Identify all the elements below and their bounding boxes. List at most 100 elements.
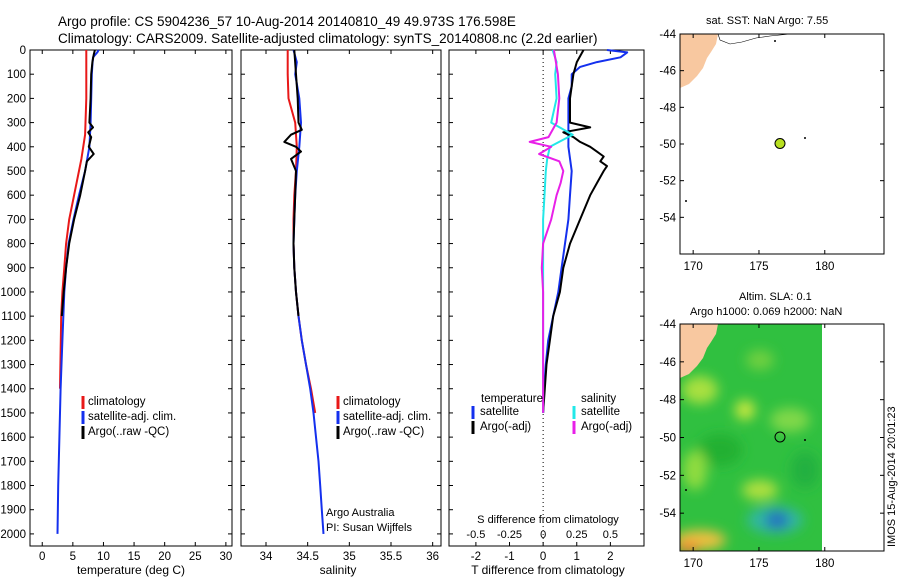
temperature-xlabel: temperature (deg C) xyxy=(77,563,185,577)
island-dot xyxy=(804,439,806,441)
legend-climatology-label: climatology xyxy=(343,396,401,408)
y-tick-label: 700 xyxy=(7,214,26,226)
map-y-tick-label: -44 xyxy=(659,319,676,331)
y-tick-label: 1000 xyxy=(0,287,26,299)
y-tick-label: 800 xyxy=(7,239,26,251)
series-line xyxy=(59,50,88,389)
sst-map-title: sat. SST: NaN Argo: 7.55 xyxy=(706,15,828,27)
sla-map-ticks: -44 -46 -48 -50 -52 -54 170 175 180 xyxy=(659,319,884,570)
sla-heatmap-field xyxy=(680,324,822,551)
x-tick-label: 10 xyxy=(97,551,110,563)
map-x-tick-label: 170 xyxy=(684,558,703,570)
map-y-tick-label: -48 xyxy=(659,395,676,407)
difference-x-ticks: -2 -1 0 1 2 xyxy=(449,49,644,563)
map-y-tick-label: -52 xyxy=(659,470,676,482)
legend-temperature-title: temperature xyxy=(481,393,543,405)
argo-profile-marker xyxy=(774,431,786,443)
x-tick-label: 1 xyxy=(574,551,580,563)
salinity-panel-frame xyxy=(240,49,442,547)
map-x-tick-label: 180 xyxy=(815,261,834,273)
argo-profile-marker xyxy=(774,138,786,150)
legend-climatology-label: climatology xyxy=(88,396,146,408)
salinity-x-ticks: 34 34.5 35 35.5 36 xyxy=(241,49,441,563)
legend-t-satellite-label: satellite xyxy=(480,406,519,418)
nz-coastline-land xyxy=(680,324,718,378)
sla-map-title-line2: Argo h1000: 0.069 h2000: NaN xyxy=(690,306,842,318)
salinity-xlabel: salinity xyxy=(320,563,357,577)
y-tick-label: 100 xyxy=(7,69,26,81)
series-line xyxy=(528,49,565,413)
map-y-tick-label: -46 xyxy=(659,66,676,78)
sst-map-panel: sat. SST: NaN Argo: 7.55 -44 -46 -48 -50 -52… xyxy=(659,15,885,273)
x-tick-label: 15 xyxy=(128,551,141,563)
legend-satellite-label: satellite-adj. clim. xyxy=(88,411,176,423)
series-line xyxy=(60,49,96,317)
salinity-legend: climatology satellite-adj. clim. Argo(..… xyxy=(336,396,431,439)
x-tick-label: 2 xyxy=(607,551,613,563)
x-tick-label: 0 xyxy=(540,551,546,563)
sla-map-panel: Altim. SLA: 0.1 Argo h1000: 0.069 h2000:… xyxy=(659,291,885,570)
y-tick-label: 1900 xyxy=(0,505,26,517)
y-tick-label: 500 xyxy=(7,166,26,178)
salinity-profile-lines xyxy=(283,49,325,534)
difference-panel: -2 -1 0 1 2 -0.5 -0.25 0 0.25 0.5 S difference f… xyxy=(448,49,645,577)
argo-australia-label: Argo Australia xyxy=(326,507,395,519)
temperature-panel-frame xyxy=(29,49,233,547)
y-tick-label: 1800 xyxy=(0,481,26,493)
x-tick-label: 0 xyxy=(39,551,45,563)
y-tick-label: 300 xyxy=(7,118,26,130)
x-tick-label: -1 xyxy=(504,551,514,563)
y-tick-label: 1500 xyxy=(0,408,26,420)
legend-salinity-title: salinity xyxy=(581,393,616,405)
temperature-profile-lines xyxy=(56,49,100,534)
x-tick-label: 35.5 xyxy=(380,551,402,563)
map-x-tick-label: 175 xyxy=(749,558,768,570)
difference-lines xyxy=(528,49,629,413)
legend-t-argo-label: Argo(-adj) xyxy=(480,421,531,433)
s-difference-label: S difference from climatology xyxy=(477,514,619,526)
y-tick-label: 1300 xyxy=(0,360,26,372)
legend-argo-label: Argo(..raw -QC) xyxy=(88,426,169,438)
y-tick-label: 900 xyxy=(7,263,26,275)
temperature-depth-ticks: 0 100 200 300 400 500 600 700 800 900 1000 1100 1200… xyxy=(0,45,26,541)
y-tick-label: 2000 xyxy=(0,529,26,541)
island-dot xyxy=(685,200,687,202)
x-tick-label: 30 xyxy=(219,551,232,563)
y-tick-label: 400 xyxy=(7,142,26,154)
map-x-tick-label: 170 xyxy=(684,261,703,273)
x-tick-label: 36 xyxy=(426,551,439,563)
y-tick-label: 600 xyxy=(7,190,26,202)
map-y-tick-label: -50 xyxy=(659,433,676,445)
figure-title-line1: Argo profile: CS 5904236_57 10-Aug-2014 … xyxy=(58,14,516,29)
sla-map-title-line1: Altim. SLA: 0.1 xyxy=(739,291,812,303)
series-line xyxy=(542,49,608,413)
legend-s-argo-label: Argo(-adj) xyxy=(581,421,632,433)
island-dot xyxy=(685,489,687,491)
map-x-tick-label: 180 xyxy=(815,558,834,570)
pi-label: PI: Susan Wijffels xyxy=(326,522,412,534)
x-tick-label: 34 xyxy=(260,551,273,563)
y-tick-label: 1400 xyxy=(0,384,26,396)
t-difference-xlabel: T difference from climatology xyxy=(471,563,625,577)
temperature-legend: climatology satellite-adj. clim. Argo(..… xyxy=(81,396,176,439)
x-tick-label: 20 xyxy=(158,551,171,563)
coastline-outline xyxy=(717,33,791,45)
difference-panel-frame xyxy=(448,49,645,547)
island-dot xyxy=(774,40,776,42)
map-y-tick-label: -44 xyxy=(659,29,676,41)
x-tick-label: 5 xyxy=(70,551,76,563)
imos-timestamp: IMOS 15-Aug-2014 20:01:23 xyxy=(886,406,898,547)
s-diff-tick-label: -0.25 xyxy=(497,529,522,541)
y-tick-label: 1700 xyxy=(0,456,26,468)
y-tick-label: 1100 xyxy=(1,311,26,323)
salinity-difference-ticks: -0.5 -0.25 0 0.25 0.5 xyxy=(466,529,618,541)
sla-no-data-area xyxy=(822,324,884,551)
y-tick-label: 1600 xyxy=(0,432,26,444)
map-y-tick-label: -46 xyxy=(659,357,676,369)
difference-legend: temperature salinity satellite Argo(-adj… xyxy=(471,393,632,434)
series-line xyxy=(286,50,317,414)
island-dot xyxy=(804,137,806,139)
legend-argo-label: Argo(..raw -QC) xyxy=(343,426,424,438)
x-tick-label: 35 xyxy=(343,551,356,563)
sst-map-ticks: -44 -46 -48 -50 -52 -54 170 175 180 xyxy=(659,29,884,273)
